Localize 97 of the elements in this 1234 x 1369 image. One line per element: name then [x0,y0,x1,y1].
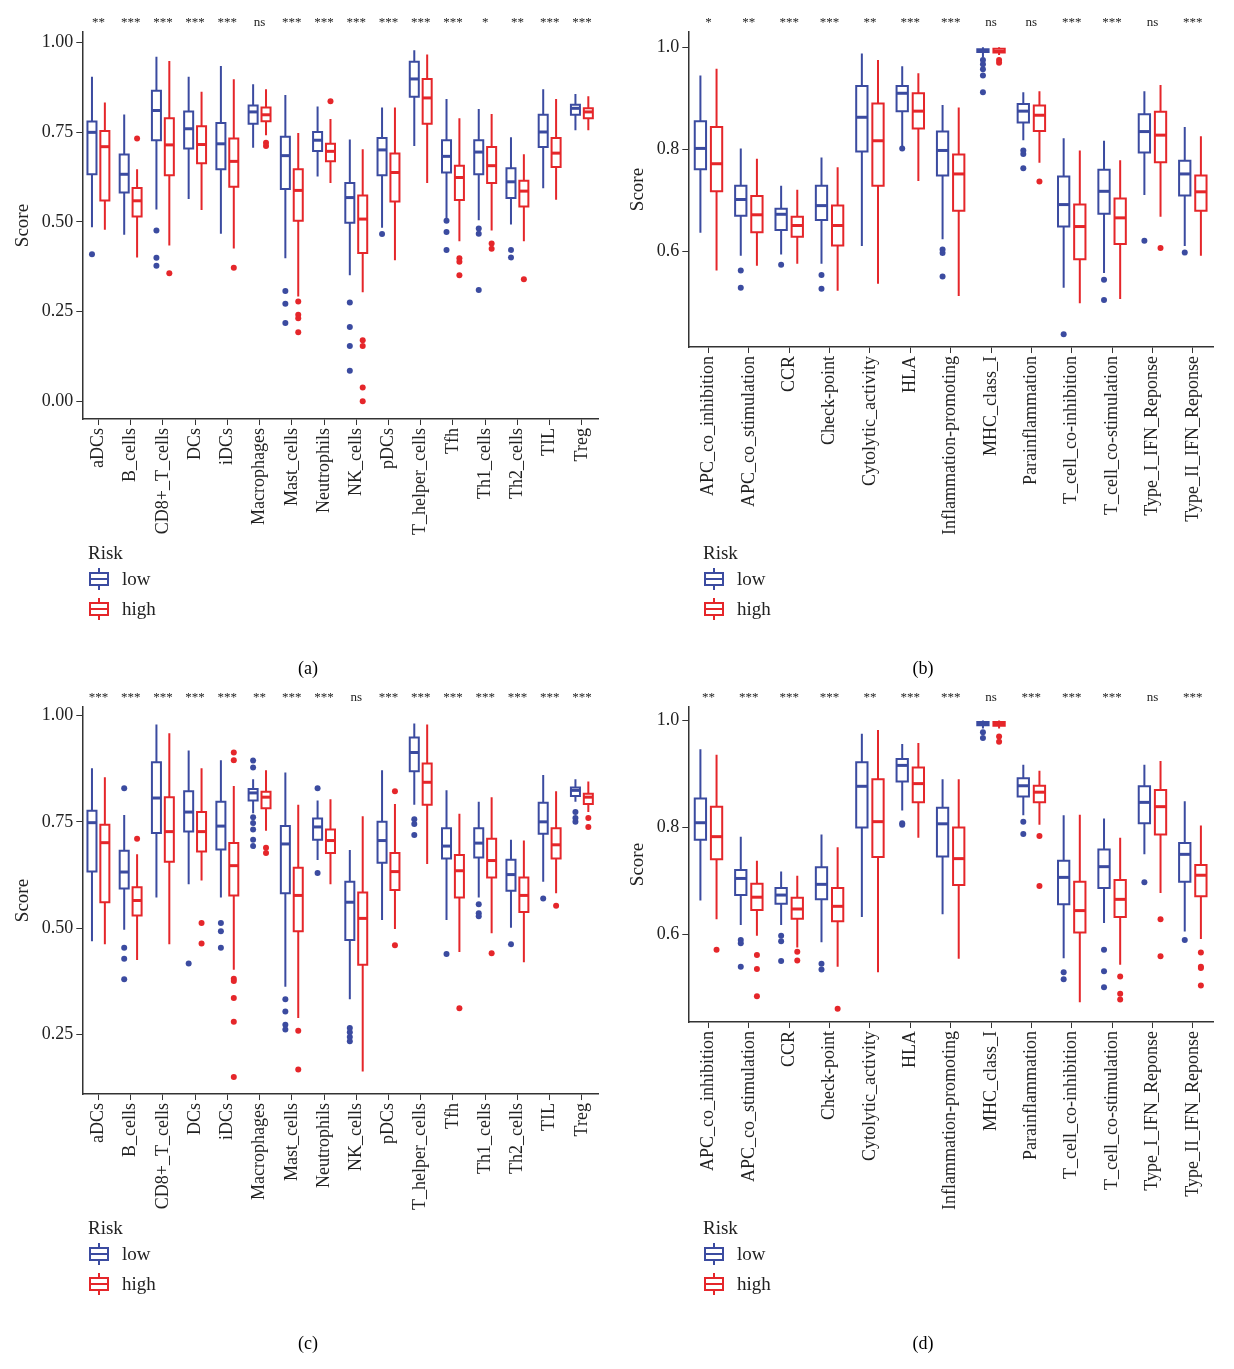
x-tick-label: B_cells [119,428,140,483]
x-tick-label: Macrophages [248,1103,269,1201]
x-tick-label: Inflammation-promoting [939,1031,960,1211]
x-tick-label: T_helper_cells [409,1103,430,1211]
x-tick-label: B_cells [119,1103,140,1158]
legend-label: low [122,1243,151,1265]
y-axis-title: Score [11,203,33,248]
x-tick-label: Th1_cells [473,1103,494,1175]
x-tick-label: MHC_class_I [979,1031,1000,1132]
x-tick-label: iDCs [216,1103,237,1141]
x-tick-label: T_cell_co-stimulation [1100,1031,1121,1191]
text: (b) [911,658,935,679]
x-tick-label: pDCs [377,1103,398,1145]
x-tick-label: T_cell_co-inhibition [1060,1031,1081,1180]
x-tick-label: Type_II_IFN_Reponse [1181,1031,1202,1197]
y-tick-label: 0.8 [656,138,680,159]
text: ** *** *** *** ** *** *** ns *** *** *** ns *** [701,689,1203,704]
x-tick-label: T_cell_co-stimulation [1100,356,1121,516]
x-tick-label: CCR [777,356,798,393]
x-tick-label: Type_I_IFN_Reponse [1141,356,1162,516]
x-tick-label: CCR [777,1031,798,1068]
y-tick-label: 0.75 [41,121,74,142]
x-tick-label: TIL [538,428,559,457]
x-tick-label: HLA [899,1031,920,1069]
y-tick-label: 0.6 [656,923,680,944]
text: (a) [297,658,319,679]
x-tick-label: Macrophages [248,428,269,526]
text: (d) [911,1333,935,1354]
x-tick-label: APC_co_stimulation [737,1031,758,1183]
x-tick-label: DCs [183,428,204,461]
x-tick-label: Neutrophils [312,1103,333,1189]
x-tick-label: Cytolytic_activity [858,356,879,487]
text: ** *** *** *** *** ns *** *** *** *** *** *** * ** *** *** [91,14,592,29]
x-tick-label: pDCs [377,428,398,470]
legend-label: high [737,1273,771,1295]
legend-label: high [737,598,771,620]
x-tick-label: APC_co_stimulation [737,356,758,508]
y-tick-label: 0.00 [41,389,74,410]
x-tick-label: Check-point [818,1031,839,1121]
text: *** *** *** *** *** ** *** *** ns *** *** *** *** *** *** *** [88,689,592,704]
y-tick-label: 1.00 [41,31,74,52]
legend-title: Risk [703,542,739,564]
legend-label: low [122,568,151,590]
y-axis-title: Score [11,878,33,923]
x-tick-label: Parainflammation [1020,356,1041,486]
y-tick-label: 0.25 [41,1023,74,1044]
y-tick-label: 0.50 [41,210,74,231]
x-tick-label: HLA [899,356,920,394]
y-tick-label: 1.0 [656,709,680,730]
x-tick-label: Mast_cells [280,428,301,507]
legend-label: high [122,1273,156,1295]
y-axis-title: Score [626,167,648,212]
y-tick-label: 0.25 [41,300,74,321]
x-tick-label: CD8+_T_cells [151,428,172,535]
x-tick-label: Th2_cells [506,1103,527,1175]
x-tick-label: MHC_class_I [979,356,1000,457]
x-tick-label: Type_II_IFN_Reponse [1181,356,1202,522]
text: * ** *** *** ** *** *** ns ns *** *** ns *** [705,14,1203,29]
x-tick-label: T_helper_cells [409,428,430,536]
x-tick-label: APC_co_inhibition [697,356,718,497]
x-tick-label: Th1_cells [473,428,494,500]
x-tick-label: Tfh [441,1103,462,1130]
text: (c) [297,1333,319,1354]
x-tick-label: Mast_cells [280,1103,301,1182]
x-tick-label: TIL [538,1103,559,1132]
x-tick-label: NK_cells [345,1103,365,1172]
legend-label: low [737,1243,766,1265]
x-tick-label: NK_cells [345,428,365,497]
x-tick-label: aDCs [87,1103,108,1144]
x-tick-label: DCs [183,1103,204,1136]
x-tick-label: Type_I_IFN_Reponse [1141,1031,1162,1191]
y-tick-label: 0.50 [41,916,74,937]
legend-title: Risk [88,542,124,564]
x-tick-label: Treg [570,1103,591,1137]
y-axis-title: Score [626,842,648,887]
x-tick-label: Parainflammation [1020,1031,1041,1161]
legend-title: Risk [703,1217,739,1239]
x-tick-label: APC_co_inhibition [697,1031,718,1172]
x-tick-label: Check-point [818,356,839,446]
x-tick-label: Th2_cells [506,428,527,500]
y-tick-label: 0.6 [656,240,680,261]
y-tick-label: 0.8 [656,816,680,837]
y-tick-label: 1.0 [656,36,680,57]
x-tick-label: Treg [570,428,591,462]
x-tick-label: aDCs [87,428,108,469]
x-tick-label: Tfh [441,428,462,455]
legend-title: Risk [88,1217,124,1239]
x-tick-label: Neutrophils [312,428,333,514]
legend-label: high [122,598,156,620]
x-tick-label: Inflammation-promoting [939,356,960,536]
x-tick-label: CD8+_T_cells [151,1103,172,1210]
x-tick-label: T_cell_co-inhibition [1060,356,1081,505]
legend-label: low [737,568,766,590]
y-tick-label: 0.75 [41,810,74,831]
x-tick-label: Cytolytic_activity [858,1031,879,1162]
y-tick-label: 1.00 [41,704,74,725]
x-tick-label: iDCs [216,428,237,466]
